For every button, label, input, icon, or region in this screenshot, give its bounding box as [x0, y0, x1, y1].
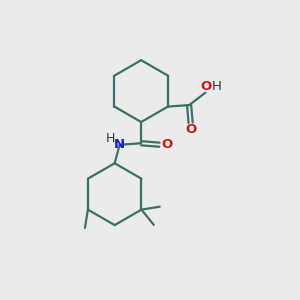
- Text: H: H: [212, 80, 221, 93]
- Text: H: H: [106, 132, 115, 145]
- Text: O: O: [200, 80, 211, 93]
- Text: N: N: [114, 138, 125, 151]
- Text: O: O: [161, 138, 172, 151]
- Text: O: O: [185, 123, 196, 136]
